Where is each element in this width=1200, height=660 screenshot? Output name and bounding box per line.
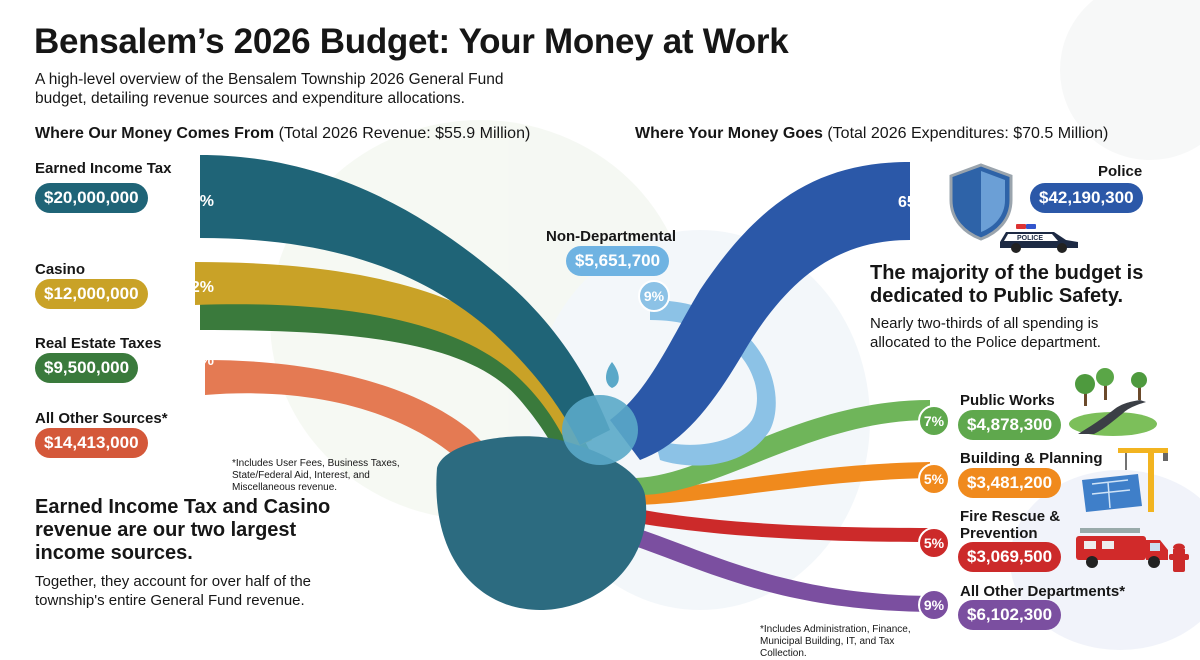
page-title: Bensalem’s 2026 Budget: Your Money at Wo… — [34, 22, 789, 61]
expense-label-public-works: Public Works — [960, 392, 1055, 409]
revenue-label-all-other-sources: All Other Sources* — [35, 410, 168, 427]
pool-splash-drop — [606, 362, 619, 388]
expense-label-fire-rescue: Fire Rescue & Prevention — [960, 508, 1061, 542]
expenditure-heading-bold: Where Your Money Goes — [635, 125, 823, 142]
shield-icon — [949, 163, 1013, 241]
road-trees-icon — [1069, 368, 1157, 436]
pool-splash — [562, 395, 638, 465]
flow-fire-rescue — [620, 506, 930, 542]
revenue-pct-earned-income: 35% — [181, 193, 215, 210]
police-car-text: POLICE — [1017, 235, 1043, 242]
expense-pct-public-works: 7% — [918, 405, 950, 437]
revenue-amount-earned-income: $20,000,000 — [35, 183, 148, 213]
page-subtitle: A high-level overview of the Bensalem To… — [35, 71, 504, 107]
expense-amount-public-works: $4,878,300 — [958, 410, 1062, 440]
expense-pct-fire-rescue: 5% — [918, 527, 950, 559]
flow-public-works — [636, 400, 930, 495]
expense-label-non-departmental: Non-Departmental — [546, 228, 677, 245]
expenditure-heading-total: (Total 2026 Expenditures: $70.5 Million) — [822, 125, 1109, 142]
hydrant-icon — [1169, 543, 1189, 572]
flow-earned-income — [200, 155, 610, 445]
revenue-callout-text: Together, they account for over half of … — [35, 573, 312, 609]
flow-casino — [195, 262, 592, 450]
police-car-icon: POLICE — [1000, 224, 1078, 253]
expense-amount-police: $42,190,300 — [1030, 183, 1143, 213]
revenue-pct-casino: 22% — [181, 279, 215, 296]
expense-footnote: *Includes Administration, Finance, Munic… — [760, 624, 911, 659]
revenue-label-real-estate: Real Estate Taxes — [35, 335, 162, 352]
expense-pct-police: 65% — [897, 194, 931, 211]
flow-building-planning — [628, 462, 930, 505]
revenue-pct-all-other-sources: 26% — [185, 424, 219, 441]
expense-pct-non-departmental: 9% — [638, 280, 670, 312]
revenue-label-casino: Casino — [35, 261, 86, 278]
expenditure-heading: Where Your Money Goes (Total 2026 Expend… — [635, 125, 1108, 143]
central-pool — [436, 436, 647, 610]
revenue-footnote: *Includes User Fees, Business Taxes, Sta… — [232, 458, 400, 493]
revenue-label-earned-income: Earned Income Tax — [35, 160, 172, 177]
revenue-amount-all-other-sources: $14,413,000 — [35, 428, 148, 458]
expense-amount-non-departmental: $5,651,700 — [566, 246, 670, 276]
revenue-amount-real-estate: $9,500,000 — [35, 353, 139, 383]
flow-police — [610, 162, 910, 460]
expense-label-police: Police — [1098, 163, 1143, 180]
revenue-heading: Where Our Money Comes From (Total 2026 R… — [35, 125, 530, 143]
expense-label-all-other-departments: All Other Departments* — [960, 583, 1126, 600]
revenue-pct-real-estate: 17% — [181, 352, 215, 369]
expense-callout-text: Nearly two-thirds of all spending is all… — [870, 315, 1101, 351]
revenue-callout-heading: Earned Income Tax and Casino revenue are… — [35, 496, 331, 564]
expense-pct-all-other-departments: 9% — [918, 589, 950, 621]
expense-amount-all-other-departments: $6,102,300 — [958, 600, 1062, 630]
revenue-heading-total: (Total 2026 Revenue: $55.9 Million) — [274, 125, 531, 142]
expense-pct-building-planning: 5% — [918, 463, 950, 495]
expense-amount-building-planning: $3,481,200 — [958, 468, 1062, 498]
fire-truck-icon — [1076, 528, 1168, 568]
crane-blueprint-icon — [1082, 448, 1168, 512]
revenue-amount-casino: $12,000,000 — [35, 279, 148, 309]
expense-callout-heading: The majority of the budget is dedicated … — [870, 262, 1144, 307]
expense-amount-fire-rescue: $3,069,500 — [958, 542, 1062, 572]
revenue-heading-bold: Where Our Money Comes From — [35, 125, 275, 142]
expense-label-building-planning: Building & Planning — [960, 450, 1103, 467]
flow-real-estate — [200, 300, 592, 470]
